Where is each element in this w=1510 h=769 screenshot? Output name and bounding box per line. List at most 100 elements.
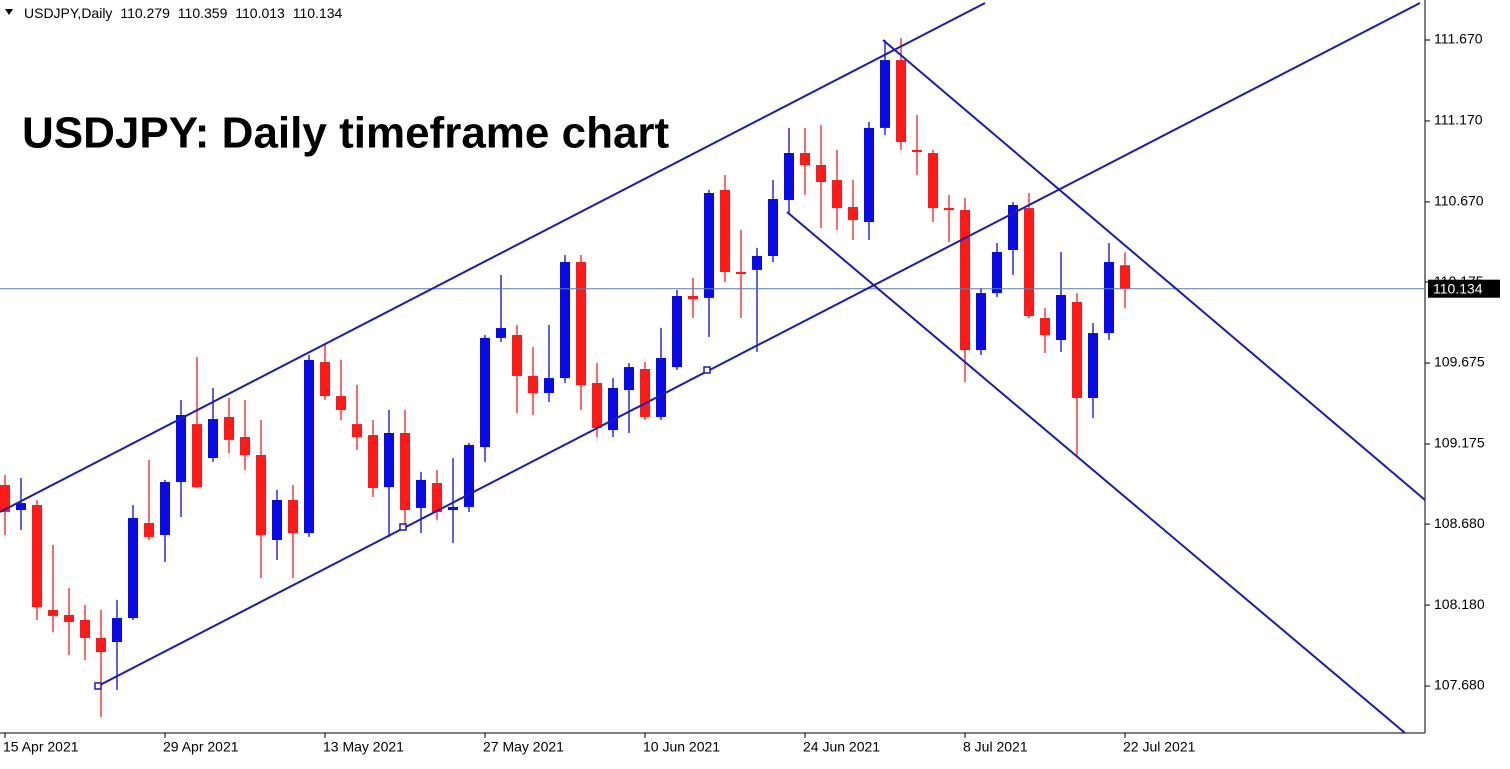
candle-body xyxy=(1088,333,1098,398)
header-high: 110.359 xyxy=(178,5,228,21)
candle-body xyxy=(48,609,58,616)
candle-body xyxy=(368,435,378,489)
candle-body xyxy=(1008,204,1018,251)
candle-body xyxy=(336,396,346,410)
price-axis: 111.670111.170110.670110.175109.675109.1… xyxy=(3,31,1500,755)
x-tick-label: 10 Jun 2021 xyxy=(643,739,720,755)
candle-body xyxy=(720,189,730,273)
price-label: 110.134 xyxy=(1433,280,1483,296)
candle-body xyxy=(1104,261,1114,334)
y-tick-label: 111.670 xyxy=(1434,31,1483,47)
candle-body xyxy=(928,153,938,209)
candle-body xyxy=(992,251,1002,294)
candle-body xyxy=(896,60,906,143)
candle-body xyxy=(1056,295,1066,341)
anchor-point xyxy=(703,366,711,374)
x-tick-label: 8 Jul 2021 xyxy=(963,739,1028,755)
candle-body xyxy=(832,180,842,209)
y-tick-label: 109.675 xyxy=(1434,354,1485,370)
candle-body xyxy=(784,153,794,200)
candle-body xyxy=(272,500,282,540)
chart-title: USDJPY: Daily timeframe chart xyxy=(22,109,670,158)
descending-lower-line xyxy=(786,211,1406,734)
lower-channel-line xyxy=(97,2,1421,687)
candle-body xyxy=(736,272,746,275)
candle-body xyxy=(592,382,602,428)
candle-body xyxy=(112,618,122,643)
candle-body xyxy=(752,255,762,270)
symbol: USDJPY,Daily xyxy=(24,5,112,21)
candle-body xyxy=(496,328,506,338)
candle-body xyxy=(80,619,90,638)
x-tick-label: 15 Apr 2021 xyxy=(3,739,79,755)
candle-body xyxy=(320,362,330,397)
candle-body xyxy=(0,484,10,512)
descending-upper-line xyxy=(882,39,1426,501)
candle-body xyxy=(1040,318,1050,336)
candle-body xyxy=(192,424,202,488)
candle-body xyxy=(208,419,218,459)
candle-body xyxy=(432,482,442,512)
candle-body xyxy=(416,479,426,508)
candle-body xyxy=(288,500,298,534)
anchor-point xyxy=(94,682,102,690)
candle-body xyxy=(464,444,474,507)
candle-body xyxy=(688,295,698,300)
candle-body xyxy=(240,437,250,455)
candle-body xyxy=(704,193,714,298)
y-tick-label: 111.170 xyxy=(1434,112,1483,128)
anchor-point xyxy=(399,523,407,531)
candle-body xyxy=(672,295,682,368)
x-tick-label: 27 May 2021 xyxy=(483,739,564,755)
x-tick-label: 22 Jul 2021 xyxy=(1123,739,1196,755)
candle-body xyxy=(448,506,458,511)
candle-body xyxy=(864,127,874,222)
y-tick-label: 110.670 xyxy=(1434,193,1484,209)
candle-body xyxy=(816,164,826,182)
menu-arrow[interactable] xyxy=(5,9,13,15)
candle-body xyxy=(656,357,666,417)
candle-body xyxy=(512,335,522,376)
candle-body xyxy=(128,517,138,619)
y-tick-label: 108.180 xyxy=(1434,596,1485,612)
candle-body xyxy=(640,369,650,417)
candle-body xyxy=(400,432,410,511)
plot-area xyxy=(0,38,1425,717)
candle-body xyxy=(176,414,186,483)
candle-body xyxy=(768,198,778,256)
candle-body xyxy=(256,454,266,535)
candle-body xyxy=(544,378,554,393)
header-close: 110.134 xyxy=(293,5,343,21)
chart-header: USDJPY,Daily 110.279 110.359 110.013 110… xyxy=(24,5,343,21)
x-tick-label: 29 Apr 2021 xyxy=(163,739,239,755)
header-low: 110.013 xyxy=(235,5,285,21)
candle-body xyxy=(608,387,618,431)
candle-body xyxy=(976,293,986,351)
candle-body xyxy=(848,206,858,221)
candle-body xyxy=(480,337,490,448)
candle-body xyxy=(144,522,154,537)
candle-body xyxy=(1072,301,1082,398)
y-tick-label: 109.175 xyxy=(1434,435,1485,451)
candle-body xyxy=(16,503,26,511)
candle-body xyxy=(944,208,954,211)
upper-channel-line xyxy=(0,2,986,513)
candle-body xyxy=(384,432,394,488)
candle-body xyxy=(96,637,106,653)
candle-body xyxy=(960,210,970,351)
trend-lines xyxy=(0,2,1426,734)
candle-body xyxy=(800,153,810,165)
candle-body xyxy=(528,375,538,393)
price-label-box xyxy=(1428,279,1500,298)
candle-body xyxy=(560,261,570,379)
candle-body xyxy=(880,60,890,128)
candle-body xyxy=(1024,208,1034,317)
header-open: 110.279 xyxy=(120,5,170,21)
candle-body xyxy=(912,149,922,153)
candle-body xyxy=(64,614,74,622)
candle-body xyxy=(624,367,634,391)
candle-body xyxy=(224,416,234,440)
candle-body xyxy=(32,505,42,608)
candle-body xyxy=(576,261,586,386)
